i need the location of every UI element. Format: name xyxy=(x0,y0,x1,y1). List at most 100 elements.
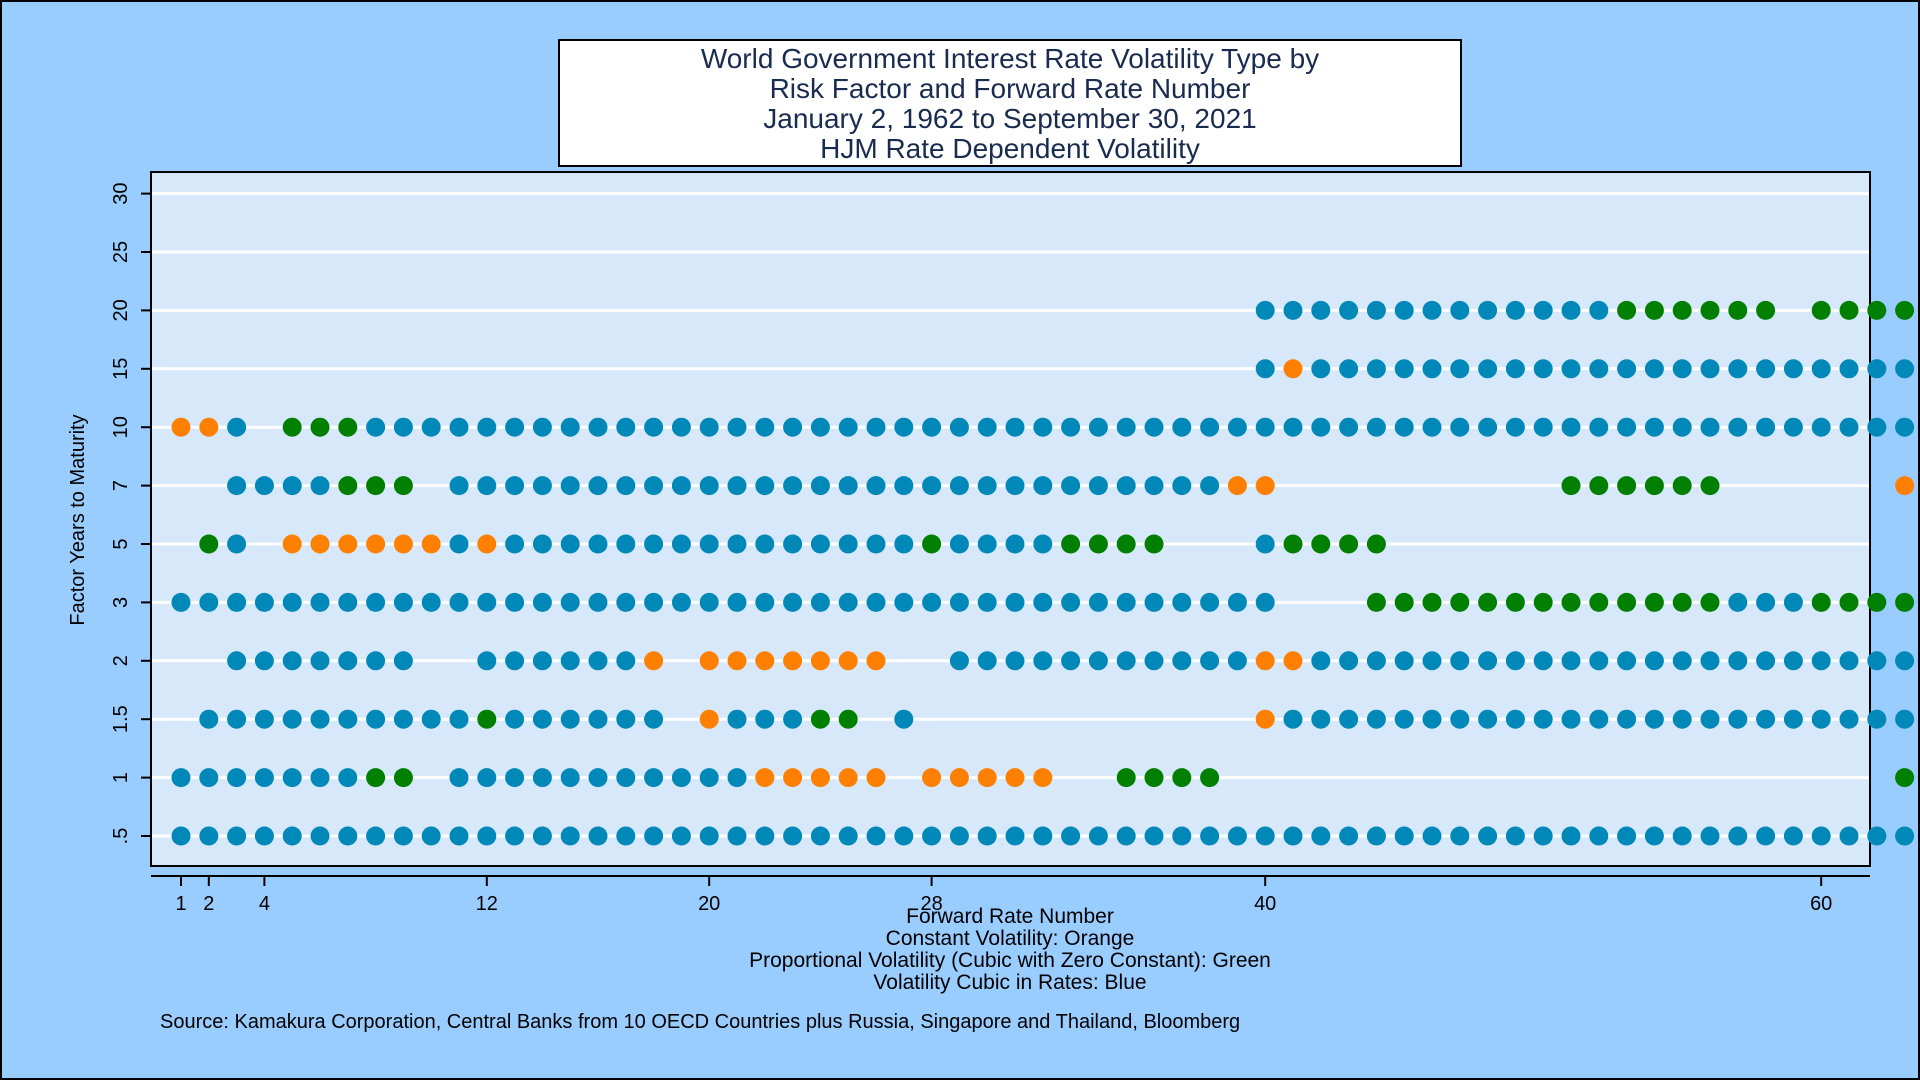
data-point-blue xyxy=(1478,709,1498,729)
x-tick-label: 12 xyxy=(476,893,498,915)
data-point-blue xyxy=(616,534,636,554)
y-axis-label: Factor Years to Maturity xyxy=(67,414,89,625)
data-point-blue xyxy=(1005,417,1025,437)
data-point-blue xyxy=(1061,417,1081,437)
legend-notes: Forward Rate Number Constant Volatility:… xyxy=(0,906,1920,994)
data-point-blue xyxy=(393,651,413,671)
data-point-blue xyxy=(588,476,608,496)
data-point-blue xyxy=(1617,709,1637,729)
data-point-blue xyxy=(1617,417,1637,437)
y-tick-label: 3 xyxy=(110,597,132,608)
data-point-blue xyxy=(532,768,552,788)
data-point-blue xyxy=(727,768,747,788)
data-point-blue xyxy=(1700,651,1720,671)
data-point-blue xyxy=(1366,826,1386,846)
data-point-blue xyxy=(894,826,914,846)
data-point-blue xyxy=(1005,534,1025,554)
data-point-blue xyxy=(1005,651,1025,671)
data-point-blue xyxy=(366,651,386,671)
data-point-blue xyxy=(477,826,497,846)
data-point-blue xyxy=(532,534,552,554)
data-point-green xyxy=(1394,592,1414,612)
data-point-blue xyxy=(1533,300,1553,320)
data-point-green xyxy=(366,476,386,496)
data-point-blue xyxy=(1756,417,1776,437)
data-point-blue xyxy=(1339,651,1359,671)
data-point-blue xyxy=(1200,417,1220,437)
data-point-blue xyxy=(1394,417,1414,437)
data-point-blue xyxy=(1366,359,1386,379)
data-point-blue xyxy=(755,534,775,554)
data-point-blue xyxy=(1895,651,1915,671)
data-point-blue xyxy=(1311,651,1331,671)
data-point-blue xyxy=(1227,417,1247,437)
data-point-blue xyxy=(1672,651,1692,671)
data-point-blue xyxy=(1283,826,1303,846)
y-tick-label: 1 xyxy=(110,772,132,783)
data-point-orange xyxy=(1033,768,1053,788)
data-point-green xyxy=(1895,768,1915,788)
data-point-blue xyxy=(227,709,247,729)
data-point-blue xyxy=(254,476,274,496)
data-point-blue xyxy=(1589,417,1609,437)
data-point-blue xyxy=(477,651,497,671)
y-tick-label: 10 xyxy=(110,416,132,438)
data-point-green xyxy=(1533,592,1553,612)
data-point-blue xyxy=(1144,417,1164,437)
data-point-blue xyxy=(421,826,441,846)
data-point-blue xyxy=(1895,359,1915,379)
data-point-blue xyxy=(310,651,330,671)
data-point-orange xyxy=(1283,359,1303,379)
data-point-orange xyxy=(282,534,302,554)
data-point-blue xyxy=(783,709,803,729)
data-point-green xyxy=(1672,300,1692,320)
data-point-blue xyxy=(922,476,942,496)
data-point-blue xyxy=(1450,417,1470,437)
data-point-blue xyxy=(1644,651,1664,671)
data-point-blue xyxy=(1200,651,1220,671)
data-point-blue xyxy=(1783,359,1803,379)
data-point-blue xyxy=(783,534,803,554)
data-point-blue xyxy=(171,826,191,846)
data-point-blue xyxy=(1672,709,1692,729)
data-point-blue xyxy=(1839,417,1859,437)
data-point-blue xyxy=(1172,592,1192,612)
data-point-blue xyxy=(1005,592,1025,612)
data-point-blue xyxy=(1200,826,1220,846)
data-point-blue xyxy=(1867,651,1887,671)
data-point-green xyxy=(1867,592,1887,612)
data-point-green xyxy=(1700,300,1720,320)
data-point-blue xyxy=(1422,709,1442,729)
data-point-blue xyxy=(894,476,914,496)
data-point-blue xyxy=(727,592,747,612)
data-point-blue xyxy=(1422,826,1442,846)
data-point-blue xyxy=(1339,417,1359,437)
data-point-orange xyxy=(338,534,358,554)
data-point-blue xyxy=(1088,476,1108,496)
data-point-blue xyxy=(1589,359,1609,379)
data-point-blue xyxy=(977,592,997,612)
data-point-blue xyxy=(1895,826,1915,846)
data-point-blue xyxy=(866,826,886,846)
data-point-blue xyxy=(560,417,580,437)
data-point-blue xyxy=(1116,651,1136,671)
y-tick-label: .5 xyxy=(110,828,132,845)
data-point-blue xyxy=(1255,592,1275,612)
data-point-blue xyxy=(254,651,274,671)
data-point-blue xyxy=(1172,417,1192,437)
data-point-orange xyxy=(199,417,219,437)
data-point-green xyxy=(1116,768,1136,788)
data-point-green xyxy=(1644,300,1664,320)
x-tick-label: 20 xyxy=(698,893,720,915)
data-point-green xyxy=(1478,592,1498,612)
data-point-blue xyxy=(838,826,858,846)
data-point-blue xyxy=(644,534,664,554)
data-point-blue xyxy=(449,534,469,554)
data-point-blue xyxy=(1172,476,1192,496)
data-point-blue xyxy=(1672,359,1692,379)
data-point-blue xyxy=(1756,709,1776,729)
data-point-blue xyxy=(1478,651,1498,671)
data-point-blue xyxy=(1533,826,1553,846)
data-point-blue xyxy=(1811,359,1831,379)
data-point-blue xyxy=(671,476,691,496)
